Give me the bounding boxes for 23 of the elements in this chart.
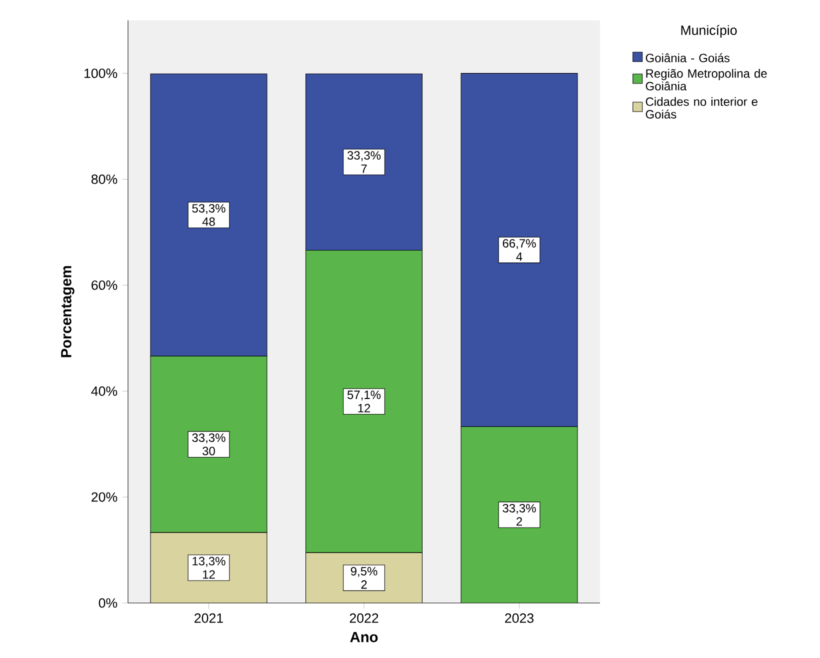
x-tick-label: 2021 — [194, 613, 223, 623]
data-label: 13,3% 12 — [192, 556, 226, 579]
legend-title: Município — [681, 25, 737, 38]
data-label: 66,7% 4 — [502, 239, 536, 261]
legend-label: Região Metropolina de Goiânia — [646, 68, 767, 90]
legend-label: Cidades no interior e Goiás — [646, 97, 758, 119]
x-axis-title: Ano — [350, 632, 378, 642]
legend-label: Goiânia - Goiás — [646, 53, 730, 62]
data-label: 33,3% 2 — [502, 504, 536, 526]
y-tick-label: 40% — [91, 386, 118, 396]
x-tick-label: 2022 — [350, 613, 378, 623]
data-label: 57,1% 12 — [347, 390, 381, 412]
data-label: 53,3% 48 — [192, 204, 226, 226]
data-label: 33,3% 30 — [192, 433, 226, 456]
y-tick-label: 80% — [92, 174, 118, 184]
y-tick-label: 100% — [84, 68, 118, 78]
data-label: 33,3% 7 — [347, 151, 381, 173]
data-label: 9,5% 2 — [350, 566, 378, 589]
x-tick-label: 2023 — [505, 613, 534, 623]
y-tick-label: 20% — [92, 492, 118, 502]
y-axis-title: Porcentagem — [61, 266, 74, 358]
y-tick-label: 0% — [98, 598, 118, 608]
y-tick-label: 60% — [92, 280, 118, 290]
